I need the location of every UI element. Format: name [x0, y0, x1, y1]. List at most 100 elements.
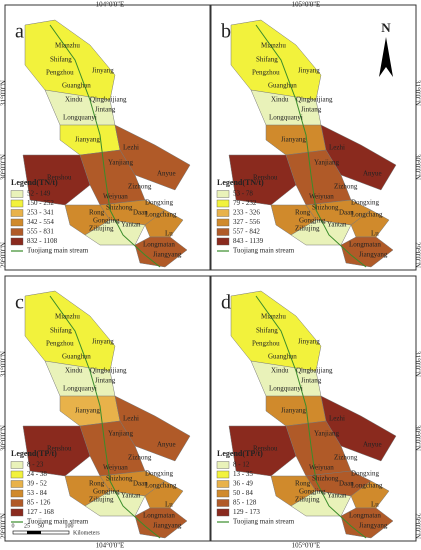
latitude-label: 29°0'0"N — [413, 242, 421, 268]
place-label: Lu — [165, 230, 173, 238]
place-label: Qingbaijiang — [296, 96, 333, 104]
region — [144, 209, 184, 238]
place-label: Jintang — [95, 106, 116, 114]
place-label: Renshou — [47, 445, 72, 453]
legend-title: Legend(TN/t) — [11, 178, 58, 187]
place-label: Pengzhou — [46, 340, 74, 348]
place-label: Renshou — [253, 445, 278, 453]
place-label: Yantan — [121, 492, 141, 500]
latitude-label: 30°0'0"N — [413, 425, 421, 451]
place-label: Jinyang — [92, 67, 114, 75]
region — [22, 154, 91, 206]
latitude-label: 30°0'0"N — [0, 154, 8, 180]
place-label: Rong — [295, 209, 311, 217]
region — [340, 236, 394, 268]
place-label: Longchang — [351, 211, 383, 219]
stream — [49, 24, 161, 268]
place-label: Shizhong — [106, 475, 133, 483]
region — [290, 219, 352, 246]
legend-label: Tuojiang main stream — [27, 518, 89, 526]
place-label: Qingbaijiang — [90, 96, 127, 104]
region — [228, 425, 297, 477]
place-label: Zizhong — [334, 183, 358, 191]
place-label: Longchang — [351, 482, 383, 490]
legend-label: 79 - 232 — [233, 199, 257, 207]
legend-title: Legend(TN/t) — [217, 178, 264, 187]
north-arrow — [379, 37, 393, 77]
place-label: Anyue — [157, 441, 176, 449]
legend-label: 150 - 252 — [27, 199, 54, 207]
place-label: Rong — [89, 480, 105, 488]
region — [22, 425, 91, 477]
place-label: Jiangyang — [359, 522, 388, 530]
legend-label: 8 - 23 — [27, 461, 44, 469]
legend-label: 127 - 168 — [27, 508, 54, 516]
legend-swatch — [216, 508, 230, 517]
place-label: Dongxing — [351, 199, 380, 207]
place-label: Zizhong — [334, 454, 358, 462]
latitude-label: 30°0'0"N — [413, 154, 421, 180]
place-label: Jianyang — [75, 407, 100, 415]
longitude-label: 104°0'0"E — [96, 1, 125, 9]
legend-swatch — [216, 218, 230, 227]
legend-swatch — [10, 218, 24, 227]
place-label: Daan — [339, 209, 354, 217]
legend-title: Legend(TP/t) — [11, 449, 57, 458]
place-label: Jiangyang — [359, 251, 388, 259]
place-label: Weiyuan — [103, 464, 128, 472]
latitude-label: 31°0'0"N — [413, 351, 421, 377]
place-label: Ziliujing — [295, 496, 320, 504]
legend-label: 8 - 12 — [233, 461, 250, 469]
region — [134, 507, 188, 539]
place-label: Longmatan — [349, 512, 381, 520]
legend-label: Tuojiang main stream — [233, 247, 295, 255]
place-label: Dongxing — [145, 470, 174, 478]
place-label: Dongxing — [145, 199, 174, 207]
place-label: Lezhi — [329, 415, 345, 423]
place-label: Xindu — [271, 367, 289, 375]
place-label: Lu — [165, 501, 173, 509]
longitude-label: 105°0'0"E — [292, 542, 321, 550]
legend-label: 327 - 556 — [233, 218, 260, 226]
place-label: Anyue — [363, 441, 382, 449]
legend-swatch — [216, 489, 230, 498]
place-label: Renshou — [47, 174, 72, 182]
panel-letter: c — [15, 292, 24, 314]
place-label: Gongjing — [299, 217, 326, 225]
latitude-label: 29°0'0"N — [0, 242, 8, 268]
legend-swatch — [10, 480, 24, 488]
latitude-label: 31°0'0"N — [0, 351, 8, 377]
legend-swatch — [10, 461, 24, 469]
legend-swatch — [216, 237, 230, 246]
legend-label: 36 - 49 — [233, 480, 253, 488]
place-label: Pengzhou — [46, 69, 74, 77]
region — [84, 219, 146, 246]
legend-label: 24 - 38 — [27, 470, 47, 478]
place-label: Zizhong — [128, 183, 152, 191]
stream — [255, 24, 367, 268]
place-label: Lezhi — [123, 415, 139, 423]
place-label: Yantan — [327, 492, 347, 500]
latitude-label: 31°0'0"N — [413, 80, 421, 106]
scale-label: 0 — [12, 523, 15, 529]
legend-label: 85 - 126 — [27, 499, 51, 507]
panel-letter: a — [15, 21, 24, 43]
place-label: Jianyang — [281, 407, 306, 415]
place-label: Longquanyi — [269, 114, 303, 122]
region — [228, 154, 297, 206]
stream — [255, 295, 367, 539]
place-label: Lezhi — [329, 144, 345, 152]
place-label: Gongjing — [93, 217, 120, 225]
legend-swatch — [216, 470, 230, 479]
place-label: Yanjiang — [108, 159, 133, 167]
place-label: Longquanyi — [63, 114, 97, 122]
legend-swatch — [216, 199, 230, 208]
place-label: Daan — [339, 480, 354, 488]
latitude-label: 29°0'0"N — [0, 513, 8, 539]
place-label: Longmatan — [143, 241, 175, 249]
legend-label: 53 - 78 — [233, 190, 253, 198]
legend-swatch — [216, 499, 230, 507]
